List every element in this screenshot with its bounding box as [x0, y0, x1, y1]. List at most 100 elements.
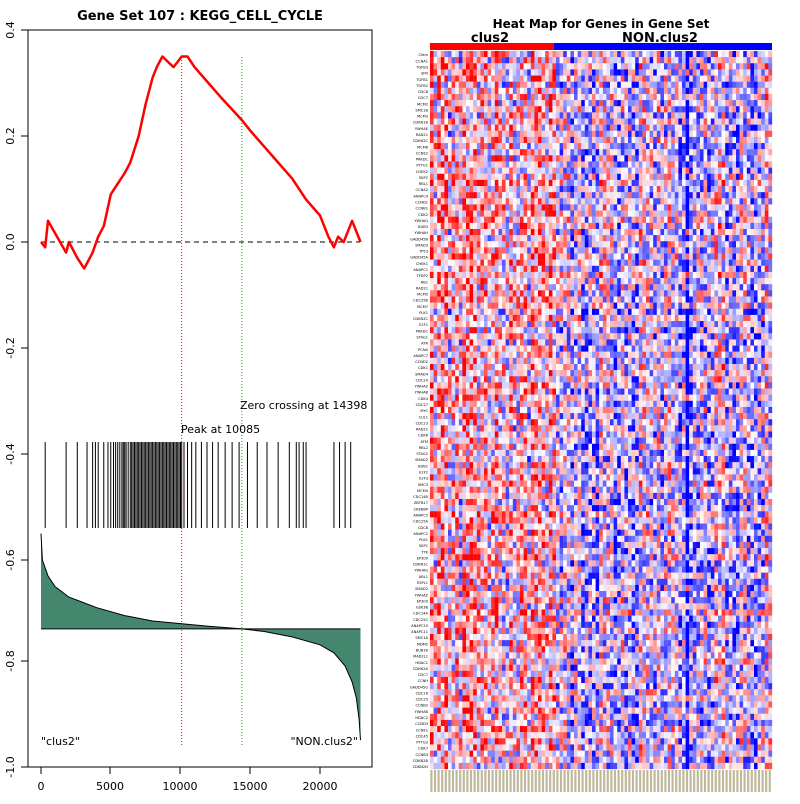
- heatmap-cell: [542, 346, 546, 352]
- heatmap-cell: [545, 76, 549, 82]
- heatmap-cell: [484, 217, 488, 223]
- heatmap-cell: [509, 254, 513, 260]
- heatmap-cell: [488, 247, 492, 253]
- heatmap-cell: [448, 155, 452, 161]
- heatmap-cell: [696, 119, 700, 125]
- heatmap-cell: [743, 339, 747, 345]
- heatmap-cell: [470, 69, 474, 75]
- heatmap-cell: [434, 247, 438, 253]
- heatmap-cell: [689, 94, 693, 100]
- gene-label: PTTG2: [416, 741, 428, 745]
- heatmap-cell: [722, 278, 726, 284]
- heatmap-cell: [758, 217, 762, 223]
- heatmap-cell: [506, 125, 510, 131]
- heatmap-cell: [534, 333, 538, 339]
- heatmap-cell: [441, 112, 445, 118]
- heatmap-cell: [617, 223, 621, 229]
- heatmap-cell: [448, 229, 452, 235]
- heatmap-cell: [657, 192, 661, 198]
- heatmap-cell: [646, 94, 650, 100]
- heatmap-cell: [646, 180, 650, 186]
- heatmap-cell: [473, 321, 477, 327]
- heatmap-cell: [502, 254, 506, 260]
- heatmap-cell: [588, 315, 592, 321]
- heatmap-cell: [599, 76, 603, 82]
- heatmap-cell: [765, 284, 769, 290]
- gene-label: EP300: [417, 556, 429, 560]
- heatmap-cell: [441, 51, 445, 57]
- heatmap-cell: [624, 94, 628, 100]
- heatmap-cell: [696, 254, 700, 260]
- heatmap-cell: [740, 186, 744, 192]
- heatmap-cell: [761, 235, 765, 241]
- heatmap-cell: [430, 88, 434, 94]
- heatmap-cell: [574, 266, 578, 272]
- heatmap-cell: [642, 82, 646, 88]
- heatmap-cell: [722, 235, 726, 241]
- heatmap-cell: [678, 174, 682, 180]
- gene-label: PCNA: [418, 348, 428, 352]
- heatmap-cell: [480, 278, 484, 284]
- heatmap-cell: [434, 315, 438, 321]
- heatmap-cell: [624, 174, 628, 180]
- heatmap-cell: [671, 211, 675, 217]
- heatmap-cell: [646, 168, 650, 174]
- heatmap-cell: [736, 192, 740, 198]
- heatmap-cell: [560, 57, 564, 63]
- heatmap-cell: [452, 247, 456, 253]
- gene-label: MCM5: [417, 293, 428, 297]
- heatmap-cell: [660, 94, 664, 100]
- heatmap-cell: [675, 278, 679, 284]
- heatmap-cell: [495, 112, 499, 118]
- heatmap-cell: [444, 51, 448, 57]
- heatmap-cell: [678, 254, 682, 260]
- heatmap-cell: [689, 272, 693, 278]
- gene-label: MYC: [420, 409, 428, 413]
- heatmap-cell: [614, 198, 618, 204]
- gene-label: CCND2: [415, 360, 428, 364]
- heatmap-cell: [484, 106, 488, 112]
- heatmap-cell: [614, 346, 618, 352]
- heatmap-cell: [506, 223, 510, 229]
- heatmap-cell: [707, 303, 711, 309]
- heatmap-cell: [470, 82, 474, 88]
- heatmap-cell: [534, 296, 538, 302]
- heatmap-cell: [556, 352, 560, 358]
- x-tick-label: 0: [38, 780, 45, 793]
- heatmap-cell: [495, 198, 499, 204]
- heatmap-cell: [506, 143, 510, 149]
- heatmap-cell: [707, 254, 711, 260]
- heatmap-cell: [754, 100, 758, 106]
- heatmap-cell: [524, 94, 528, 100]
- heatmap-cell: [491, 247, 495, 253]
- heatmap-cell: [754, 149, 758, 155]
- heatmap-cell: [502, 100, 506, 106]
- heatmap-cell: [459, 119, 463, 125]
- heatmap-cell: [448, 94, 452, 100]
- heatmap-cell: [614, 303, 618, 309]
- heatmap-cell: [639, 143, 643, 149]
- heatmap-cell: [668, 211, 672, 217]
- heatmap-cell: [729, 112, 733, 118]
- heatmap-cell: [585, 241, 589, 247]
- heatmap-cell: [560, 168, 564, 174]
- heatmap-cell: [452, 272, 456, 278]
- heatmap-cell: [624, 229, 628, 235]
- heatmap-cell: [484, 88, 488, 94]
- heatmap-cell: [534, 155, 538, 161]
- heatmap-cell: [693, 125, 697, 131]
- heatmap-cell: [524, 63, 528, 69]
- heatmap-cell: [743, 303, 747, 309]
- heatmap-cell: [732, 303, 736, 309]
- heatmap-cell: [570, 290, 574, 296]
- heatmap-cell: [664, 155, 668, 161]
- heatmap-cell: [441, 186, 445, 192]
- heatmap-cell: [743, 119, 747, 125]
- heatmap-cell: [682, 51, 686, 57]
- heatmap-cell: [459, 82, 463, 88]
- heatmap-cell: [664, 217, 668, 223]
- heatmap-cell: [599, 69, 603, 75]
- heatmap-cell: [567, 204, 571, 210]
- heatmap-cell: [628, 339, 632, 345]
- heatmap-cell: [480, 88, 484, 94]
